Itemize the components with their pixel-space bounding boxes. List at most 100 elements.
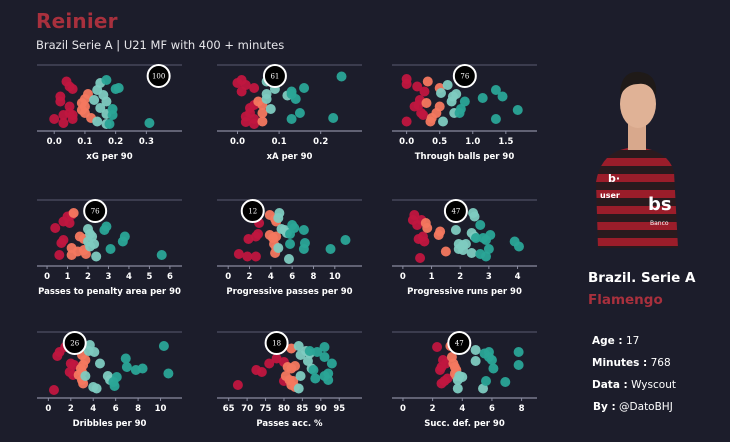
x-tick-label: 5 <box>146 272 152 282</box>
data-point <box>419 236 430 247</box>
page-title: Reinier <box>36 9 118 33</box>
player-highlight-marker <box>240 199 265 223</box>
data-point <box>412 81 423 92</box>
player-highlight-marker <box>264 331 289 355</box>
x-tick-label: 2 <box>247 272 253 282</box>
x-tick-label: 0.5 <box>432 137 447 147</box>
league-name: Brazil. Serie A <box>588 270 696 286</box>
chart-panel: 0.0 0.5 1.0 1.5 Through balls per 90 76 <box>392 64 537 162</box>
data-point <box>256 367 267 377</box>
data-point <box>488 363 499 374</box>
player-highlight-marker <box>447 331 472 355</box>
stat-label: By : <box>593 401 616 413</box>
data-point <box>240 117 251 127</box>
data-point <box>257 116 268 127</box>
data-point <box>497 91 508 102</box>
data-point <box>483 244 494 254</box>
data-point <box>446 96 457 107</box>
x-tick-label: 0.3 <box>139 137 154 147</box>
stat-label: Data : <box>592 379 628 391</box>
data-point <box>85 241 96 252</box>
x-tick-label: 8 <box>135 404 141 414</box>
data-point <box>249 83 260 93</box>
data-point <box>283 254 294 264</box>
data-point <box>478 383 489 394</box>
x-tick-label: 3 <box>486 272 492 282</box>
data-point <box>323 375 334 385</box>
player-highlight-marker <box>452 64 477 88</box>
x-tick-label: 0.1 <box>77 137 92 147</box>
data-point <box>78 378 89 389</box>
data-point <box>422 76 433 87</box>
data-point <box>452 375 463 385</box>
data-point <box>475 220 486 230</box>
data-point <box>101 96 112 107</box>
data-point <box>477 93 488 103</box>
data-point <box>459 96 470 107</box>
player-highlight-marker <box>62 331 87 355</box>
data-point <box>120 353 131 364</box>
x-tick-label: 8 <box>519 404 525 414</box>
data-point <box>409 101 420 112</box>
data-point <box>80 371 91 381</box>
data-point <box>66 250 77 260</box>
stat-label: Age : <box>592 335 623 347</box>
data-point <box>109 381 120 391</box>
data-point <box>80 249 91 259</box>
data-point <box>298 244 309 254</box>
x-tick-label: 0 <box>225 272 231 282</box>
x-tick-label: 80 <box>278 404 290 414</box>
data-point <box>421 98 432 108</box>
chart-panel: 0.0 0.1 0.2xA per 90 61 <box>217 64 362 162</box>
data-point <box>91 251 102 262</box>
x-axis-label: Passes acc. % <box>256 419 323 429</box>
data-point <box>513 241 524 252</box>
data-point <box>450 225 461 235</box>
data-point <box>49 114 60 124</box>
stat-value: 17 <box>625 335 640 347</box>
stat-age: Age : 17 <box>592 335 639 347</box>
data-point <box>302 356 313 366</box>
data-point <box>418 110 429 120</box>
data-point <box>257 108 268 118</box>
data-point <box>451 89 462 99</box>
stat-author: By : @DatoBHJ <box>593 401 673 413</box>
data-point <box>95 103 106 113</box>
data-point <box>91 383 102 394</box>
data-point <box>265 104 276 114</box>
player-highlight-marker <box>443 199 468 223</box>
data-point <box>48 385 59 395</box>
data-point <box>163 368 174 379</box>
data-point <box>500 377 511 387</box>
data-point <box>285 239 296 249</box>
data-point <box>156 250 167 260</box>
data-point <box>236 86 247 97</box>
data-point <box>105 244 116 254</box>
x-tick-label: 95 <box>333 404 345 414</box>
chart-panel: 65 70 75 80 85 90 95 Passes acc. % 18 <box>217 331 362 429</box>
chart-panel: 0 1 2 3 4 5 6 Passes to penalty area per 90 76 <box>37 199 182 297</box>
data-point <box>422 223 433 233</box>
x-tick-label: 4 <box>126 272 132 282</box>
data-point <box>295 371 306 381</box>
data-point <box>415 253 426 263</box>
x-tick-label: 2 <box>68 404 74 414</box>
data-point <box>466 248 477 258</box>
data-point <box>111 372 122 382</box>
x-axis-label: Succ. def. per 90 <box>424 419 505 429</box>
x-tick-label: 1 <box>65 272 71 282</box>
page-subtitle: Brazil Serie A | U21 MF with 400 + minut… <box>36 38 285 52</box>
x-tick-label: 0 <box>45 404 51 414</box>
stat-value: 768 <box>650 357 671 369</box>
x-tick-label: 10 <box>329 272 341 282</box>
chart-panel: 0 2 4 6 8 10 Dribbles per 90 26 <box>37 331 182 429</box>
x-tick-label: 3 <box>106 272 112 282</box>
x-tick-label: 6 <box>489 404 495 414</box>
data-point <box>68 208 79 218</box>
data-point <box>250 231 261 242</box>
data-point <box>513 347 524 357</box>
x-tick-label: 0 <box>400 272 406 282</box>
player-percentile-label: 61 <box>270 73 279 81</box>
x-axis-label: Through balls per 90 <box>415 152 515 162</box>
x-tick-label: 65 <box>223 404 235 414</box>
